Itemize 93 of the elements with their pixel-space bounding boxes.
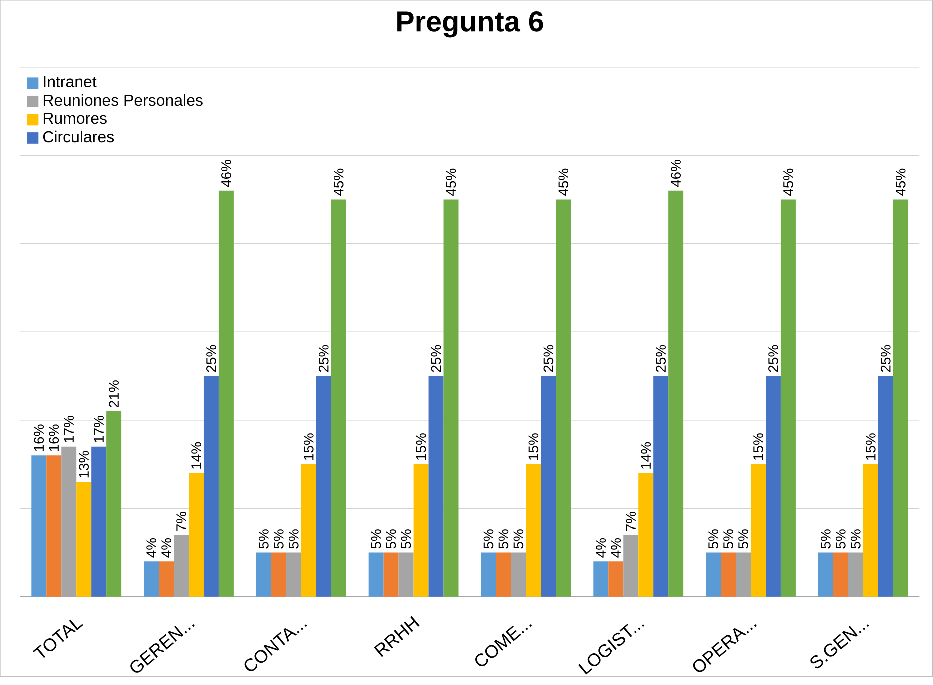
data-label: 17% xyxy=(94,416,104,442)
legend-label: Circulares xyxy=(43,130,114,143)
bar xyxy=(818,552,834,597)
data-label: 14% xyxy=(192,442,202,469)
bar xyxy=(204,376,219,597)
bar xyxy=(32,456,47,597)
bar xyxy=(780,200,796,597)
data-label: 5% xyxy=(401,530,412,549)
legend-label: Rumores xyxy=(44,112,107,124)
bar xyxy=(316,376,332,597)
data-label: 15% xyxy=(754,433,764,460)
legend-label: Reuniones Personales xyxy=(44,94,203,106)
data-label: 5% xyxy=(836,530,846,549)
data-label: 5% xyxy=(498,530,509,549)
bar xyxy=(706,552,722,597)
data-label: 13% xyxy=(79,451,90,478)
data-label: 5% xyxy=(738,530,748,549)
data-label: 25% xyxy=(656,345,666,372)
bar xyxy=(159,561,174,597)
data-label: 45% xyxy=(446,168,456,196)
bar xyxy=(76,482,92,597)
data-label: 15% xyxy=(528,433,539,460)
data-label: 5% xyxy=(288,530,299,549)
bar xyxy=(331,200,346,597)
bar xyxy=(384,552,399,597)
data-label: 5% xyxy=(851,530,861,549)
bar xyxy=(271,552,286,597)
bar xyxy=(878,376,894,597)
bar xyxy=(218,190,234,597)
data-label: 5% xyxy=(724,530,734,549)
data-label: 15% xyxy=(416,433,426,460)
data-label: 25% xyxy=(544,345,554,372)
data-label: 5% xyxy=(821,530,831,549)
bar xyxy=(541,376,556,597)
data-label: 5% xyxy=(371,530,382,549)
data-label: 25% xyxy=(431,345,442,372)
bar xyxy=(428,376,444,597)
data-label: 5% xyxy=(274,530,284,549)
bar xyxy=(368,552,384,597)
bar xyxy=(556,200,572,597)
bar xyxy=(526,464,542,597)
bar xyxy=(833,552,848,597)
chart-title: Pregunta 6 xyxy=(398,11,544,38)
bar xyxy=(256,552,272,597)
data-label: 5% xyxy=(708,530,718,549)
data-label: 25% xyxy=(318,345,329,372)
bar xyxy=(414,464,429,597)
bar xyxy=(444,200,459,597)
bar xyxy=(92,446,107,597)
bar xyxy=(863,464,878,597)
bar xyxy=(638,473,654,597)
data-label: 15% xyxy=(866,433,876,460)
data-label: 7% xyxy=(176,512,186,531)
bar xyxy=(766,376,781,597)
bar xyxy=(144,561,160,597)
bar xyxy=(893,200,908,597)
bar xyxy=(654,376,669,597)
legend-label: Intranet xyxy=(44,76,97,88)
bar xyxy=(301,464,316,597)
data-label: 15% xyxy=(304,433,314,460)
data-label: 46% xyxy=(671,160,682,188)
data-label: 25% xyxy=(880,345,891,372)
bar xyxy=(189,473,204,597)
data-label: 45% xyxy=(896,168,906,196)
data-label: 5% xyxy=(484,530,494,549)
data-label: 46% xyxy=(222,160,232,188)
data-label: 4% xyxy=(596,538,606,558)
bar xyxy=(668,190,684,597)
data-label: 25% xyxy=(768,345,778,372)
bar xyxy=(496,552,512,597)
data-label: 25% xyxy=(206,345,216,372)
data-label: 4% xyxy=(162,538,172,558)
data-label: 45% xyxy=(784,168,794,196)
data-label: 4% xyxy=(611,538,622,558)
bar xyxy=(106,411,122,597)
data-label: 17% xyxy=(64,416,74,442)
bar xyxy=(594,561,609,597)
data-label: 45% xyxy=(558,168,569,196)
data-label: 4% xyxy=(146,538,156,558)
bar xyxy=(721,552,736,597)
bar xyxy=(481,552,496,597)
data-label: 5% xyxy=(386,530,396,549)
data-label: 21% xyxy=(109,380,119,408)
data-label: 14% xyxy=(641,442,651,469)
bar xyxy=(46,456,62,597)
data-label: 5% xyxy=(514,530,524,549)
data-label: 5% xyxy=(259,530,269,549)
bar xyxy=(751,464,766,597)
data-label: 16% xyxy=(34,424,44,452)
data-label: 45% xyxy=(334,168,344,196)
data-label: 7% xyxy=(626,512,636,531)
bar xyxy=(608,561,624,597)
data-label: 16% xyxy=(49,424,60,452)
